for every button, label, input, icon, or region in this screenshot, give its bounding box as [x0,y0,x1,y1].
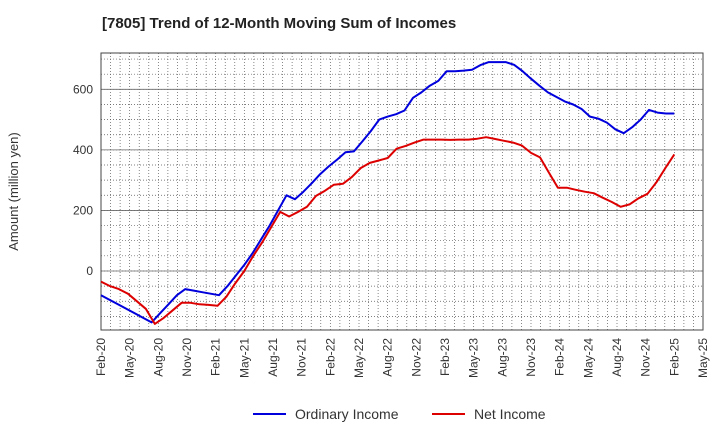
x-tick-label: Feb-21 [209,338,223,376]
x-tick-label: Nov-22 [409,338,423,377]
tick-labels: 0 200 400 600 Feb-20 May-20 Aug-20 Nov-20 Feb-21… [6,82,710,378]
x-tick-label: Feb-22 [323,338,337,376]
x-tick-label: Aug-22 [381,338,395,377]
legend-label-net-income: Net Income [474,406,546,422]
x-tick-label: Feb-24 [553,338,567,376]
x-tick-label: May-22 [352,338,366,378]
y-tick-label: 200 [73,203,93,217]
x-tick-label: Aug-24 [610,338,624,377]
x-tick-label: Aug-21 [266,338,280,377]
series-lines [100,61,676,325]
x-tick-label: Feb-25 [667,338,681,376]
y-tick-label: 400 [73,143,93,157]
x-tick-label: Nov-20 [180,338,194,377]
chart-title: [7805] Trend of 12-Month Moving Sum of I… [102,15,457,32]
x-tick-label: May-21 [237,338,251,378]
legend: Ordinary Income Net Income [253,406,546,422]
axes [100,52,704,331]
x-tick-label: May-23 [467,338,481,378]
x-tick-label: Aug-20 [151,338,165,377]
x-tick-label: Nov-24 [639,338,653,377]
y-tick-label: 600 [73,82,93,96]
x-tick-label: Nov-23 [524,338,538,377]
x-tick-label: May-25 [696,338,710,378]
plot-frame [100,52,704,331]
x-tick-label: Feb-23 [438,338,452,376]
x-tick-label: Nov-21 [295,338,309,377]
grid-lines [101,53,703,330]
x-tick-label: Aug-23 [495,338,509,377]
ordinary-income-line [100,61,675,324]
x-tick-label: May-24 [581,338,595,378]
legend-label-ordinary-income: Ordinary Income [295,406,399,422]
y-axis-title: Amount (million yen) [6,132,21,251]
x-tick-label: Feb-20 [94,338,108,376]
net-income-line [100,136,676,325]
x-tick-label: May-20 [123,338,137,378]
y-tick-label: 0 [86,264,93,278]
